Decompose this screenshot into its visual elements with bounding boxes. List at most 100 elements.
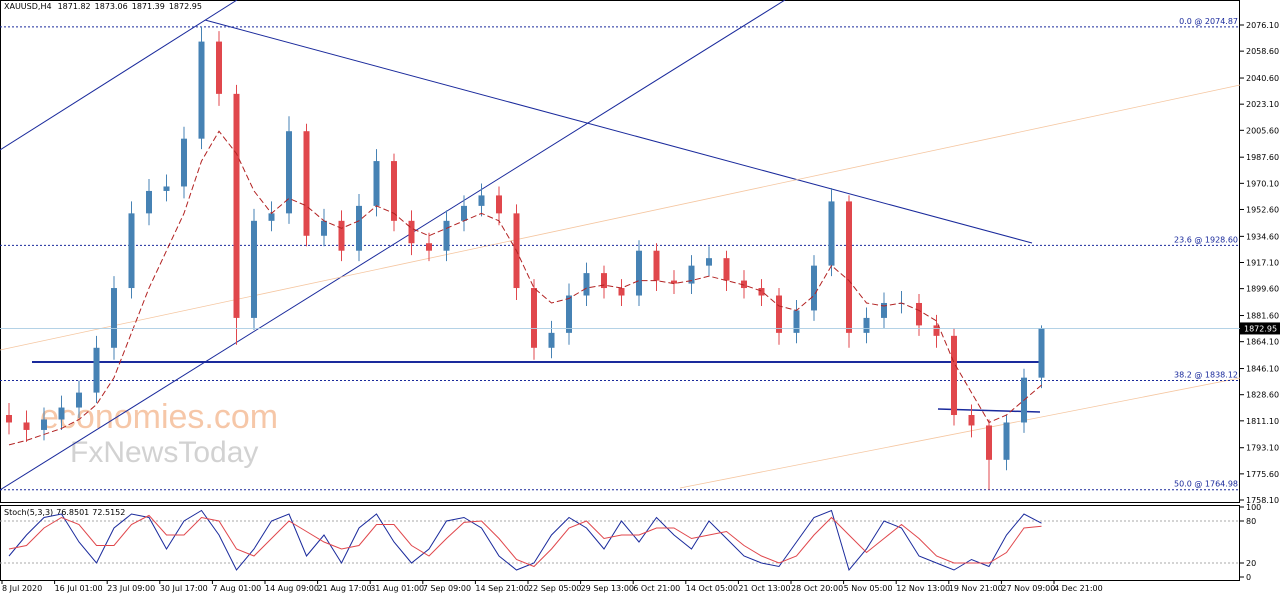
candle-body [583,273,590,296]
y-tick-label: 2076.10 [1246,21,1279,30]
candle-body [198,41,205,139]
stoch-header: Stoch(5,3,3) 76.8501 72.5152 [4,508,125,517]
candle-body [741,280,747,289]
x-tick-label: 6 Oct 21:00 [633,584,680,593]
candle-body [758,288,765,296]
x-tick-label: 31 Aug 01:00 [370,584,424,593]
candle-body [706,258,712,266]
candle-body [426,243,432,251]
watermark: FxNewsToday [70,436,258,469]
candle-body [216,41,222,94]
candle-body [496,195,502,214]
fib-label: 0.0 @ 2074.87 [1179,17,1238,26]
stoch-tick-label: 0 [1246,573,1251,582]
candle-body [338,220,345,251]
x-tick-label: 21 Aug 17:00 [318,584,372,593]
candle-body [443,220,450,251]
x-tick-label: 14 Aug 09:00 [265,584,319,593]
candle-body [933,325,940,336]
x-tick-label: 23 Jul 09:00 [107,584,155,593]
y-tick-label: 1846.10 [1246,365,1279,374]
current-price-box [1240,322,1280,335]
candle-body [793,310,800,333]
quote-header: XAUUSD,H4 1871.82 1873.06 1871.39 1872.95 [4,2,202,11]
x-tick-label: 21 Oct 13:00 [738,584,790,593]
candle-body [58,407,65,420]
quote-close: 1872.95 [169,2,202,11]
y-tick-label: 1987.60 [1246,153,1279,162]
y-tick-label: 2023.10 [1246,100,1279,109]
candle-body [478,195,485,206]
y-tick-label: 2058.60 [1246,47,1279,56]
candle-body [811,265,817,311]
stoch-name: Stoch(5,3,3) [4,508,53,517]
candle-body [671,280,677,284]
candle-body [846,201,852,333]
candle-body [548,332,555,348]
candle-body [653,250,660,281]
candle-body [881,302,887,318]
quote-high: 1873.06 [95,2,128,11]
y-tick-label: 1758.10 [1246,496,1279,505]
candle-body [531,288,537,348]
x-tick-label: 4 Dec 21:00 [1054,584,1103,593]
candle-body [723,258,730,281]
x-tick-label: 12 Nov 13:00 [896,584,950,593]
moving-average [8,130,1042,446]
x-tick-label: 7 Sep 09:00 [423,584,471,593]
y-tick-label: 2005.60 [1246,126,1279,135]
main-frame [0,0,1240,503]
stoch-tick-label: 100 [1246,503,1261,512]
candle-body [566,295,572,333]
x-tick-label: 14 Oct 05:00 [686,584,738,593]
candle-body [321,220,327,236]
candle-body [93,347,100,393]
candle-body [23,422,30,430]
candle-body [391,161,397,221]
x-tick-label: 30 Jul 17:00 [160,584,208,593]
quote-open: 1871.82 [58,2,91,11]
candle-body [776,295,782,333]
candle-body [356,205,362,251]
candle-body [163,186,170,191]
y-tick-label: 1881.60 [1246,312,1279,321]
stoch-tick-label: 80 [1246,517,1256,526]
y-tick-label: 1917.10 [1246,259,1279,268]
stoch-tick-label: 20 [1246,559,1256,568]
stoch-line [8,509,1042,572]
stoch-signal: 72.5152 [92,508,125,517]
quote-low: 1871.39 [132,2,165,11]
trend-line [204,19,1033,244]
symbol: XAUUSD,H4 [4,2,52,11]
candle-body [408,220,415,244]
candle-body [251,220,257,318]
candle-body [373,161,380,206]
x-tick-label: 16 Jul 01:00 [55,584,103,593]
x-tick-label: 22 Sep 05:00 [528,584,581,593]
channel-line [679,377,1241,489]
y-tick-label: 1811.10 [1246,417,1279,426]
channel-line [0,84,1241,351]
y-tick-label: 1899.60 [1246,285,1279,294]
stoch-main: 76.8501 [56,508,89,517]
y-tick-label: 1934.60 [1246,232,1279,241]
trend-line [0,0,238,151]
candle-body [303,131,310,236]
candle-body [461,205,467,221]
x-tick-label: 19 Nov 21:00 [949,584,1003,593]
y-tick-label: 1828.60 [1246,391,1279,400]
candle-body [76,392,82,408]
x-tick-label: 8 Jul 2020 [2,584,42,593]
candle-body [863,317,870,333]
fib-label: 50.0 @ 1764.98 [1174,480,1238,489]
fib-label: 38.2 @ 1838.12 [1174,370,1238,379]
candle-body [111,288,117,348]
y-tick-label: 1775.60 [1246,470,1279,479]
candle-body [951,335,957,416]
x-tick-label: 27 Nov 09:00 [1001,584,1055,593]
candle-body [128,213,135,289]
candle-body [286,131,292,214]
candle-body [968,415,975,426]
candle-body [916,302,922,326]
candle-body [636,250,642,296]
